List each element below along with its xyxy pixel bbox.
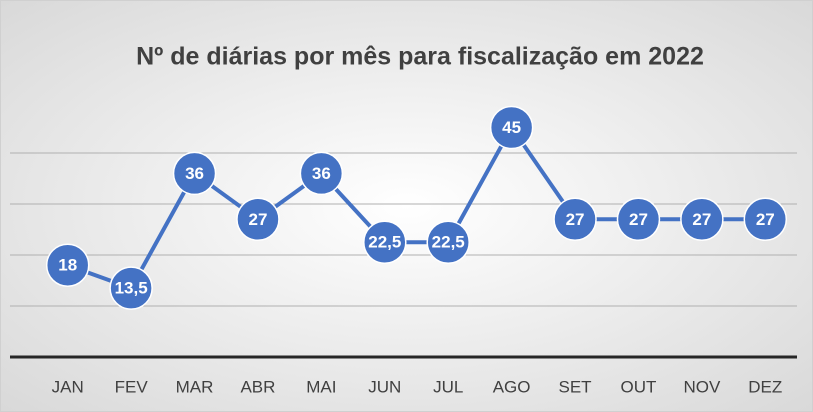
data-label: 18 bbox=[58, 256, 77, 275]
marker bbox=[489, 105, 534, 150]
x-tick-label: DEZ bbox=[748, 377, 782, 396]
marker bbox=[553, 197, 597, 242]
data-label: 27 bbox=[248, 210, 267, 229]
marker bbox=[172, 151, 217, 196]
data-label: 22,5 bbox=[368, 233, 401, 252]
x-tick-label: JUN bbox=[368, 377, 401, 396]
data-label: 13,5 bbox=[115, 279, 148, 298]
data-label: 27 bbox=[692, 210, 711, 229]
x-tick-label: ABR bbox=[240, 377, 275, 396]
marker bbox=[109, 266, 153, 310]
data-label: 27 bbox=[566, 210, 585, 229]
x-tick-label: JAN bbox=[52, 377, 84, 396]
data-label: 27 bbox=[629, 210, 648, 229]
marker bbox=[616, 197, 661, 242]
marker bbox=[299, 151, 344, 196]
x-tick-label: MAR bbox=[176, 377, 214, 396]
x-tick-label: OUT bbox=[621, 377, 657, 396]
x-tick-label: JUL bbox=[433, 377, 463, 396]
marker bbox=[426, 220, 470, 264]
chart-title: Nº de diárias por mês para fiscalização … bbox=[136, 43, 704, 71]
marker bbox=[680, 197, 724, 242]
marker bbox=[45, 243, 90, 287]
x-tick-label: NOV bbox=[683, 377, 721, 396]
x-tick-label: AGO bbox=[493, 377, 531, 396]
marker bbox=[236, 197, 280, 242]
data-label: 27 bbox=[756, 210, 775, 229]
data-label: 36 bbox=[185, 164, 204, 183]
x-tick-label: MAI bbox=[306, 377, 336, 396]
x-tick-label: FEV bbox=[115, 377, 149, 396]
marker bbox=[363, 220, 407, 264]
data-label: 22,5 bbox=[432, 233, 465, 252]
data-label: 36 bbox=[312, 164, 331, 183]
marker bbox=[743, 197, 788, 242]
x-tick-label: SET bbox=[559, 377, 592, 396]
data-label: 45 bbox=[502, 118, 521, 137]
